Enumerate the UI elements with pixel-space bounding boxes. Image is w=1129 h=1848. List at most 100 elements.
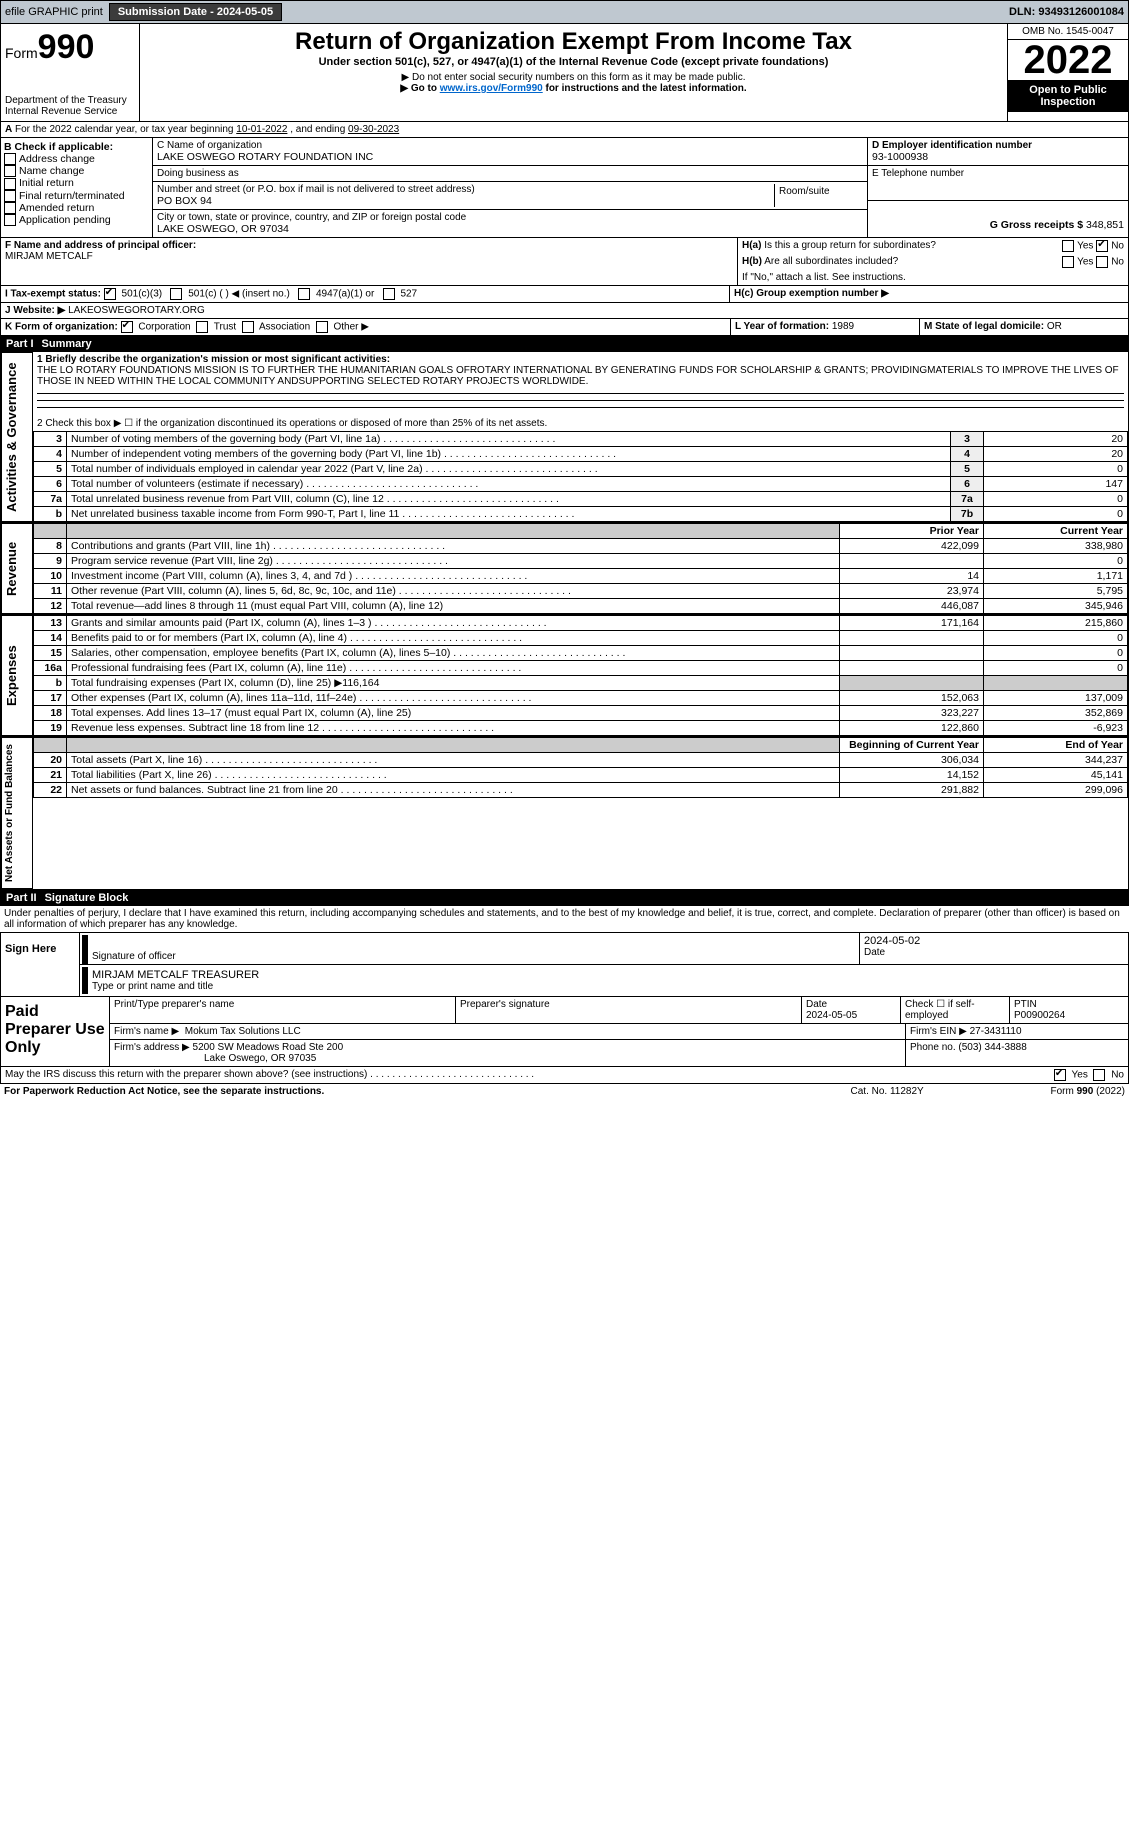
sign-here-label: Sign Here [1, 933, 79, 996]
chk-initial-return[interactable]: Initial return [4, 177, 149, 189]
ptin-label: PTIN [1014, 999, 1124, 1010]
dba-label: Doing business as [157, 168, 863, 179]
chk-501c3[interactable] [104, 288, 116, 300]
open-to-public: Open to Public Inspection [1008, 80, 1128, 112]
governance-table: 3Number of voting members of the governi… [33, 431, 1128, 522]
prep-name-label: Print/Type preparer's name [114, 999, 451, 1010]
efile-label: efile GRAPHIC print [5, 6, 103, 18]
expenses-table: 13Grants and similar amounts paid (Part … [33, 615, 1128, 736]
sign-here-block: Sign Here Signature of officer 2024-05-0… [0, 932, 1129, 997]
revenue-section: Revenue Prior YearCurrent Year 8Contribu… [0, 523, 1129, 615]
street-label: Number and street (or P.O. box if mail i… [157, 184, 774, 195]
chk-application-pending[interactable]: Application pending [4, 214, 149, 226]
net-assets-section: Net Assets or Fund Balances Beginning of… [0, 737, 1129, 890]
ptin-value: P00900264 [1014, 1010, 1124, 1021]
chk-corporation[interactable] [121, 321, 133, 333]
vtab-revenue: Revenue [1, 523, 33, 614]
firm-address-1: 5200 SW Meadows Road Ste 200 [193, 1042, 344, 1053]
dln-label: DLN: 93493126001084 [1009, 6, 1124, 18]
line-2: 2 Check this box ▶ ☐ if the organization… [33, 416, 1128, 431]
org-name: LAKE OSWEGO ROTARY FOUNDATION INC [157, 151, 863, 163]
form-number: Form990 [5, 28, 135, 67]
chk-association[interactable] [242, 321, 254, 333]
room-label: Room/suite [779, 186, 859, 197]
row-k: K Form of organization: Corporation Trus… [0, 319, 1129, 336]
officer-typed-label: Type or print name and title [92, 981, 1124, 992]
submission-date-button[interactable]: Submission Date - 2024-05-05 [109, 3, 282, 21]
col-b-header: B Check if applicable: [4, 141, 149, 153]
chk-trust[interactable] [196, 321, 208, 333]
city-value: LAKE OSWEGO, OR 97034 [157, 223, 863, 235]
page-footer: For Paperwork Reduction Act Notice, see … [0, 1084, 1129, 1099]
irs-link[interactable]: www.irs.gov/Form990 [440, 83, 543, 94]
chk-discuss-no[interactable] [1093, 1069, 1105, 1081]
form-subtitle-1: Under section 501(c), 527, or 4947(a)(1)… [144, 56, 1003, 68]
phone-label: E Telephone number [872, 168, 1124, 179]
net-assets-table: Beginning of Current YearEnd of Year 20T… [33, 737, 1128, 798]
vtab-net-assets: Net Assets or Fund Balances [1, 737, 33, 889]
street-value: PO BOX 94 [157, 195, 774, 207]
officer-label: F Name and address of principal officer: [5, 240, 733, 251]
chk-final-return[interactable]: Final return/terminated [4, 190, 149, 202]
row-f-h: F Name and address of principal officer:… [0, 238, 1129, 286]
sig-date-label: Date [864, 947, 1124, 958]
firm-address-2: Lake Oswego, OR 97035 [204, 1053, 901, 1064]
form-title: Return of Organization Exempt From Incom… [144, 28, 1003, 56]
line-a-tax-year: A For the 2022 calendar year, or tax yea… [0, 122, 1129, 138]
form-subtitle-2: ▶ Do not enter social security numbers o… [144, 72, 1003, 83]
check-self-employed[interactable]: Check ☐ if self-employed [901, 997, 1010, 1023]
chk-address-change[interactable]: Address change [4, 153, 149, 165]
sig-date-value: 2024-05-02 [864, 935, 1124, 947]
gross-receipts-value: 348,851 [1086, 219, 1124, 231]
year-formation: 1989 [832, 321, 854, 332]
website-value: LAKEOSWEGOROTARY.ORG [68, 305, 205, 316]
hb-note: If "No," attach a list. See instructions… [738, 270, 1128, 285]
expenses-section: Expenses 13Grants and similar amounts pa… [0, 615, 1129, 737]
gross-receipts-label: G Gross receipts $ [990, 219, 1083, 231]
revenue-table: Prior YearCurrent Year 8Contributions an… [33, 523, 1128, 614]
paid-preparer-block: Paid Preparer Use Only Print/Type prepar… [0, 997, 1129, 1067]
mission-text: THE LO ROTARY FOUNDATIONS MISSION IS TO … [37, 365, 1124, 387]
section-b-through-g: B Check if applicable: Address change Na… [0, 138, 1129, 238]
prep-date-label: Date [806, 999, 896, 1010]
chk-527[interactable] [383, 288, 395, 300]
chk-discuss-yes[interactable] [1054, 1069, 1066, 1081]
vtab-expenses: Expenses [1, 615, 33, 736]
chk-4947[interactable] [298, 288, 310, 300]
form-subtitle-3: ▶ Go to www.irs.gov/Form990 for instruct… [144, 83, 1003, 94]
discuss-row: May the IRS discuss this return with the… [0, 1067, 1129, 1084]
ein-label: D Employer identification number [872, 140, 1124, 151]
prep-date-value: 2024-05-05 [806, 1010, 896, 1021]
line-1-label: 1 Briefly describe the organization's mi… [37, 354, 1124, 365]
prep-sig-label: Preparer's signature [460, 999, 797, 1010]
part-1-body: Activities & Governance 1 Briefly descri… [0, 352, 1129, 523]
org-name-label: C Name of organization [157, 140, 863, 151]
pra-notice: For Paperwork Reduction Act Notice, see … [4, 1086, 851, 1097]
part-2-header: Part II Signature Block [0, 890, 1129, 906]
dept-treasury: Department of the Treasury [5, 95, 135, 106]
city-label: City or town, state or province, country… [157, 212, 863, 223]
chk-amended-return[interactable]: Amended return [4, 202, 149, 214]
form-footer-label: Form 990 (2022) [1051, 1086, 1125, 1097]
cat-no: Cat. No. 11282Y [851, 1086, 1051, 1097]
hc-label: H(c) Group exemption number ▶ [734, 288, 889, 299]
row-j: J Website: ▶ LAKEOSWEGOROTARY.ORG [0, 303, 1129, 319]
paid-preparer-label: Paid Preparer Use Only [1, 997, 109, 1066]
firm-ein: 27-3431110 [970, 1026, 1022, 1037]
state-domicile: OR [1047, 321, 1062, 332]
declaration-text: Under penalties of perjury, I declare th… [0, 906, 1129, 932]
sig-officer-label: Signature of officer [92, 951, 855, 962]
vtab-governance: Activities & Governance [1, 352, 33, 522]
officer-name: MIRJAM METCALF [5, 251, 733, 262]
irs-label: Internal Revenue Service [5, 106, 135, 117]
chk-other[interactable] [316, 321, 328, 333]
form-header: Form990 Department of the Treasury Inter… [0, 24, 1129, 122]
chk-name-change[interactable]: Name change [4, 165, 149, 177]
officer-typed-name: MIRJAM METCALF TREASURER [92, 969, 1124, 981]
efile-topbar: efile GRAPHIC print Submission Date - 20… [0, 0, 1129, 24]
firm-name: Mokum Tax Solutions LLC [185, 1026, 301, 1037]
tax-year: 2022 [1008, 40, 1128, 80]
row-i: I Tax-exempt status: 501(c)(3) 501(c) ( … [0, 286, 1129, 303]
firm-phone: (503) 344-3888 [958, 1042, 1026, 1053]
chk-501c[interactable] [170, 288, 182, 300]
